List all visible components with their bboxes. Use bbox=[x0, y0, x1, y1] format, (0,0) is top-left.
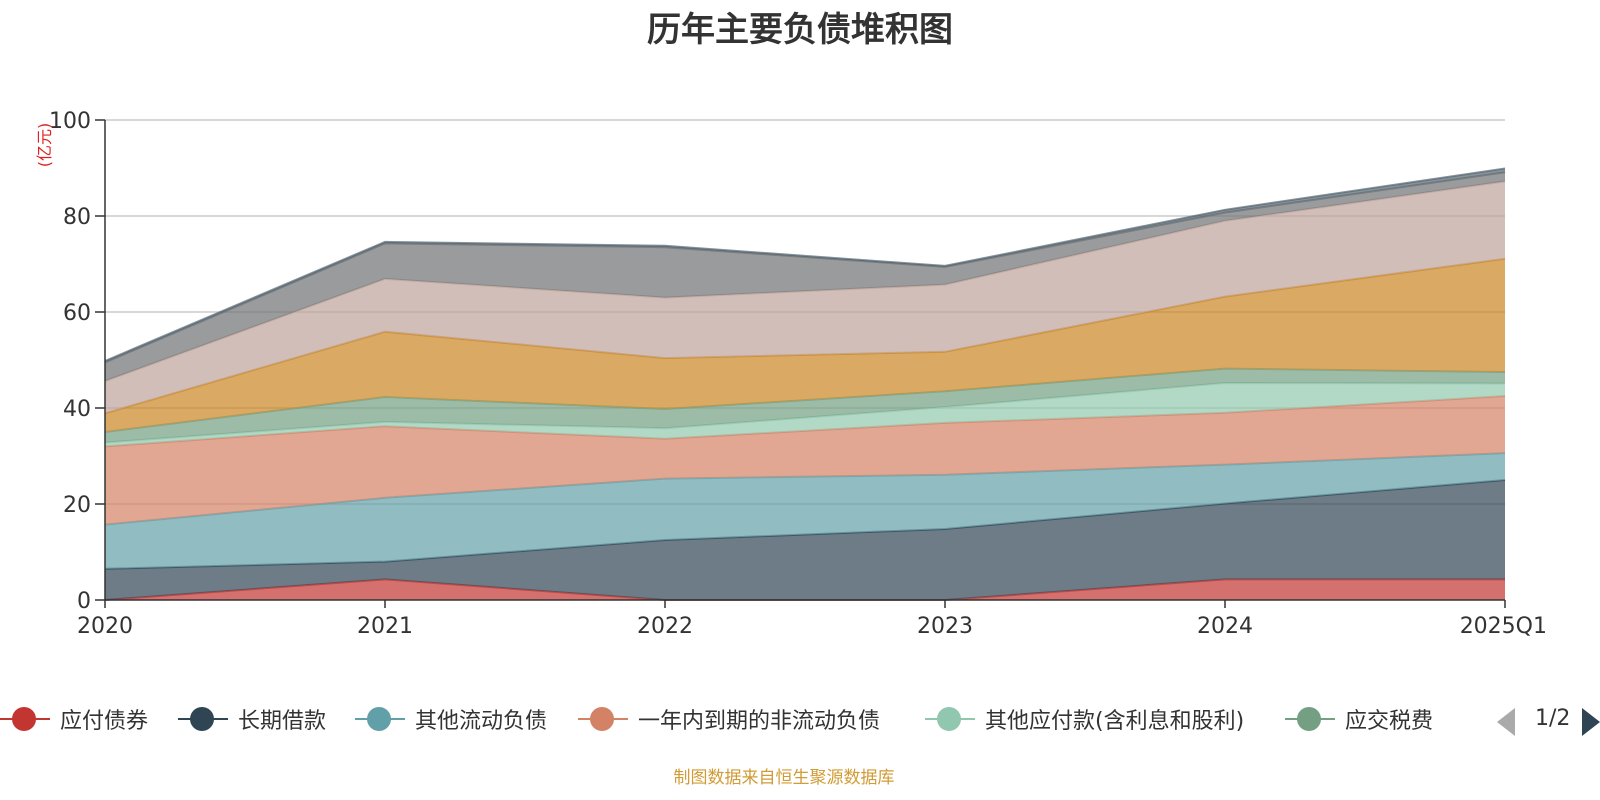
legend-item[interactable]: 应付债券 bbox=[0, 702, 148, 736]
y-tick-label: 20 bbox=[63, 493, 91, 518]
source-note: 制图数据来自恒生聚源数据库 bbox=[673, 768, 895, 788]
legend-marker-icon bbox=[0, 702, 50, 736]
x-tick-label: 2021 bbox=[357, 614, 413, 639]
x-tick-label: 2020 bbox=[77, 614, 133, 639]
legend-marker-icon bbox=[355, 702, 405, 736]
y-tick-label: 100 bbox=[49, 109, 91, 134]
y-tick-label: 0 bbox=[77, 589, 91, 614]
axis-layer: 0 20 40 60 80 100 2020 2021 2022 2023 2024 2025Q1 bbox=[49, 109, 1547, 639]
legend-label: 其他流动负债 bbox=[415, 709, 548, 734]
x-tick-label: 2023 bbox=[917, 614, 973, 639]
series-line-2 bbox=[104, 452, 1506, 526]
y-unit-label: (亿元) bbox=[35, 123, 54, 168]
y-tick-label: 80 bbox=[63, 205, 91, 230]
legend-marker-icon bbox=[1285, 702, 1335, 736]
legend-label: 应付债券 bbox=[60, 709, 149, 734]
x-tick-label: 2024 bbox=[1197, 614, 1253, 639]
y-tick-label: 60 bbox=[63, 301, 91, 326]
legend-label: 长期借款 bbox=[238, 709, 327, 734]
area-series-4[interactable] bbox=[105, 383, 1505, 447]
area-series-3[interactable] bbox=[105, 396, 1505, 525]
area-series-6[interactable] bbox=[105, 258, 1505, 432]
legend-item[interactable]: 长期借款 bbox=[178, 702, 326, 736]
legend-label: 应交税费 bbox=[1345, 709, 1434, 734]
area-layer bbox=[104, 167, 1506, 601]
x-tick-label: 2022 bbox=[637, 614, 693, 639]
legend-item[interactable]: 应交税费 bbox=[1285, 702, 1433, 736]
legend-page-indicator: 1/2 bbox=[1535, 706, 1571, 731]
area-series-5[interactable] bbox=[105, 368, 1505, 443]
legend-prev-page-icon[interactable] bbox=[1497, 708, 1515, 736]
x-tick-label: 2025Q1 bbox=[1460, 614, 1547, 639]
legend-marker-icon bbox=[178, 702, 228, 736]
area-series-2[interactable] bbox=[105, 453, 1505, 569]
chart-title: 历年主要负债堆积图 bbox=[647, 10, 953, 50]
chart-area: 0 20 40 60 80 100 2020 2021 2022 2023 2024 2025Q1 (… bbox=[35, 109, 1547, 639]
legend-label: 其他应付款(含利息和股利) bbox=[985, 709, 1245, 734]
legend-item[interactable]: 一年内到期的非流动负债 bbox=[578, 702, 880, 736]
legend-label: 一年内到期的非流动负债 bbox=[638, 709, 881, 734]
series-line-9 bbox=[104, 167, 1506, 362]
legend-next-page-icon[interactable] bbox=[1582, 708, 1600, 736]
legend-item[interactable]: 其他流动负债 bbox=[355, 702, 547, 736]
legend-pager: 1/2 bbox=[1497, 704, 1600, 738]
legend-marker-icon bbox=[925, 702, 975, 736]
legend-marker-icon bbox=[578, 702, 628, 736]
legend-item[interactable]: 其他应付款(含利息和股利) bbox=[925, 702, 1244, 736]
legend: 应付债券 长期借款 其他流动负债 一年内到期的非流动负债 其他应付款(含利息和股利) 应交… bbox=[0, 702, 1600, 736]
y-tick-label: 40 bbox=[63, 397, 91, 422]
area-series-7[interactable] bbox=[105, 181, 1505, 414]
area-series-8[interactable] bbox=[105, 172, 1505, 382]
